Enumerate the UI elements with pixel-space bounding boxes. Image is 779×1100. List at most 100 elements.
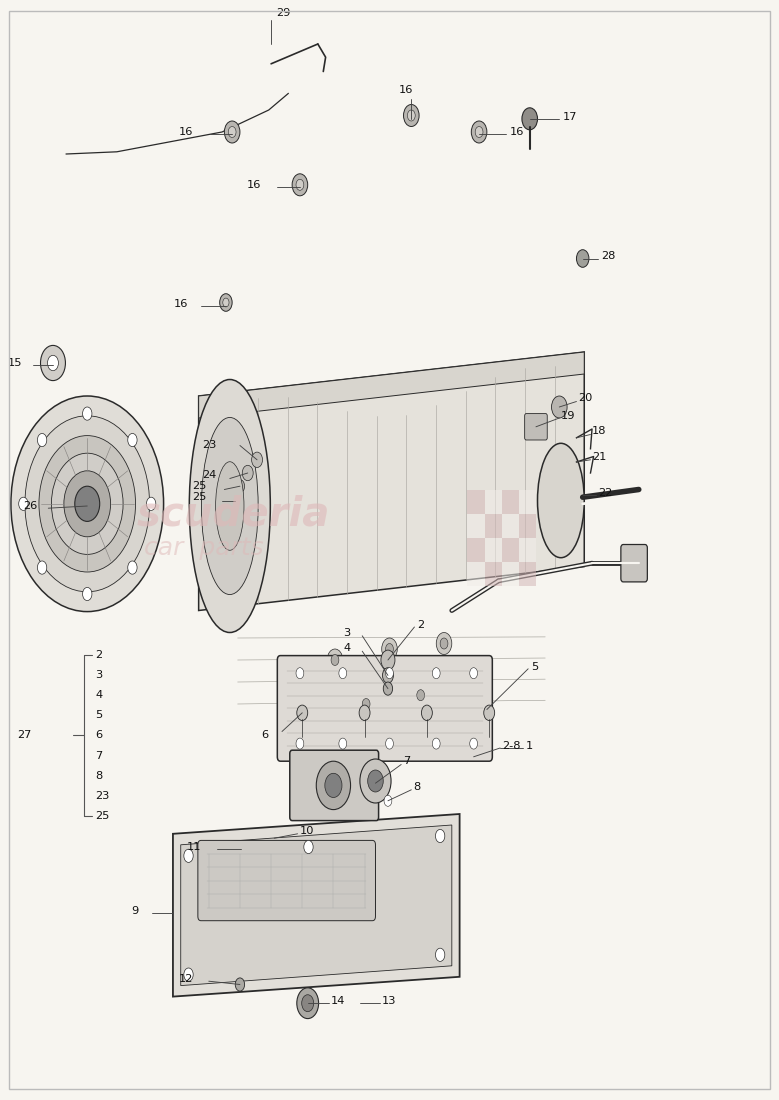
Circle shape xyxy=(471,121,487,143)
Circle shape xyxy=(407,110,415,121)
Circle shape xyxy=(470,738,478,749)
Ellipse shape xyxy=(538,443,584,558)
Text: 25: 25 xyxy=(192,481,206,492)
Text: car  parts: car parts xyxy=(144,536,264,560)
Polygon shape xyxy=(199,352,584,610)
Text: 27: 27 xyxy=(17,730,31,740)
Text: 5: 5 xyxy=(95,711,102,720)
Circle shape xyxy=(11,396,164,612)
FancyBboxPatch shape xyxy=(524,414,547,440)
Polygon shape xyxy=(173,814,460,997)
Polygon shape xyxy=(181,825,452,986)
Circle shape xyxy=(404,104,419,126)
Text: 17: 17 xyxy=(562,111,577,122)
Text: 3: 3 xyxy=(344,627,351,638)
Circle shape xyxy=(413,684,428,706)
Circle shape xyxy=(184,968,193,981)
Text: 19: 19 xyxy=(561,410,576,421)
Circle shape xyxy=(128,433,137,447)
FancyBboxPatch shape xyxy=(290,750,379,821)
Bar xyxy=(519,514,536,538)
Circle shape xyxy=(522,108,538,130)
Circle shape xyxy=(475,126,483,138)
Circle shape xyxy=(470,668,478,679)
Bar xyxy=(502,490,519,514)
Circle shape xyxy=(37,433,47,447)
Circle shape xyxy=(384,795,392,806)
Text: 18: 18 xyxy=(592,426,607,437)
Circle shape xyxy=(325,773,342,798)
Bar xyxy=(485,538,502,562)
Text: 28: 28 xyxy=(601,251,615,262)
Circle shape xyxy=(360,759,391,803)
Circle shape xyxy=(252,452,263,468)
Bar xyxy=(467,514,485,538)
Circle shape xyxy=(39,436,136,572)
Circle shape xyxy=(386,738,393,749)
Bar xyxy=(502,562,519,586)
Bar xyxy=(485,562,502,586)
Circle shape xyxy=(339,738,347,749)
Circle shape xyxy=(552,396,567,418)
Text: 1: 1 xyxy=(526,740,533,751)
Text: 16: 16 xyxy=(399,85,413,96)
Bar xyxy=(519,490,536,514)
FancyBboxPatch shape xyxy=(621,544,647,582)
Text: 10: 10 xyxy=(300,825,315,836)
Bar xyxy=(467,562,485,586)
Bar xyxy=(467,538,485,562)
Text: 6: 6 xyxy=(262,729,269,740)
Text: 12: 12 xyxy=(179,974,193,984)
Circle shape xyxy=(220,294,232,311)
Circle shape xyxy=(331,654,339,666)
Circle shape xyxy=(37,561,47,574)
Circle shape xyxy=(64,471,111,537)
Text: 14: 14 xyxy=(331,996,345,1006)
Circle shape xyxy=(436,632,452,654)
FancyBboxPatch shape xyxy=(198,840,375,921)
Text: 9: 9 xyxy=(132,905,139,916)
Bar xyxy=(485,514,502,538)
Text: 7: 7 xyxy=(95,750,102,760)
Circle shape xyxy=(292,174,308,196)
Text: 20: 20 xyxy=(578,393,592,404)
Text: 22: 22 xyxy=(598,487,612,498)
Text: 2: 2 xyxy=(95,649,102,660)
Bar xyxy=(502,538,519,562)
Bar xyxy=(467,490,485,514)
Text: 13: 13 xyxy=(382,996,397,1006)
Text: 16: 16 xyxy=(247,179,261,190)
Text: scuderia: scuderia xyxy=(136,495,330,535)
Text: 11: 11 xyxy=(186,842,201,852)
Circle shape xyxy=(51,453,123,554)
Circle shape xyxy=(386,668,393,679)
Circle shape xyxy=(75,486,100,521)
Circle shape xyxy=(382,638,397,660)
Circle shape xyxy=(386,644,393,654)
Circle shape xyxy=(435,948,445,961)
Text: 8: 8 xyxy=(413,781,420,792)
Ellipse shape xyxy=(202,418,258,594)
Text: 4: 4 xyxy=(344,642,351,653)
Circle shape xyxy=(362,698,370,710)
Circle shape xyxy=(316,761,351,810)
Circle shape xyxy=(296,738,304,749)
Bar xyxy=(502,514,519,538)
Circle shape xyxy=(296,179,304,190)
Text: 8: 8 xyxy=(95,771,102,781)
Text: 4: 4 xyxy=(95,690,102,700)
Polygon shape xyxy=(199,352,584,418)
Text: 2-8: 2-8 xyxy=(502,740,521,751)
Text: 29: 29 xyxy=(277,8,291,19)
Circle shape xyxy=(432,668,440,679)
Circle shape xyxy=(339,668,347,679)
Circle shape xyxy=(83,587,92,601)
Circle shape xyxy=(383,682,393,695)
Text: 3: 3 xyxy=(95,670,102,680)
Ellipse shape xyxy=(189,379,270,632)
Ellipse shape xyxy=(216,462,244,550)
Circle shape xyxy=(231,495,239,506)
Circle shape xyxy=(301,994,314,1012)
Circle shape xyxy=(83,407,92,420)
Text: 23: 23 xyxy=(203,440,217,451)
